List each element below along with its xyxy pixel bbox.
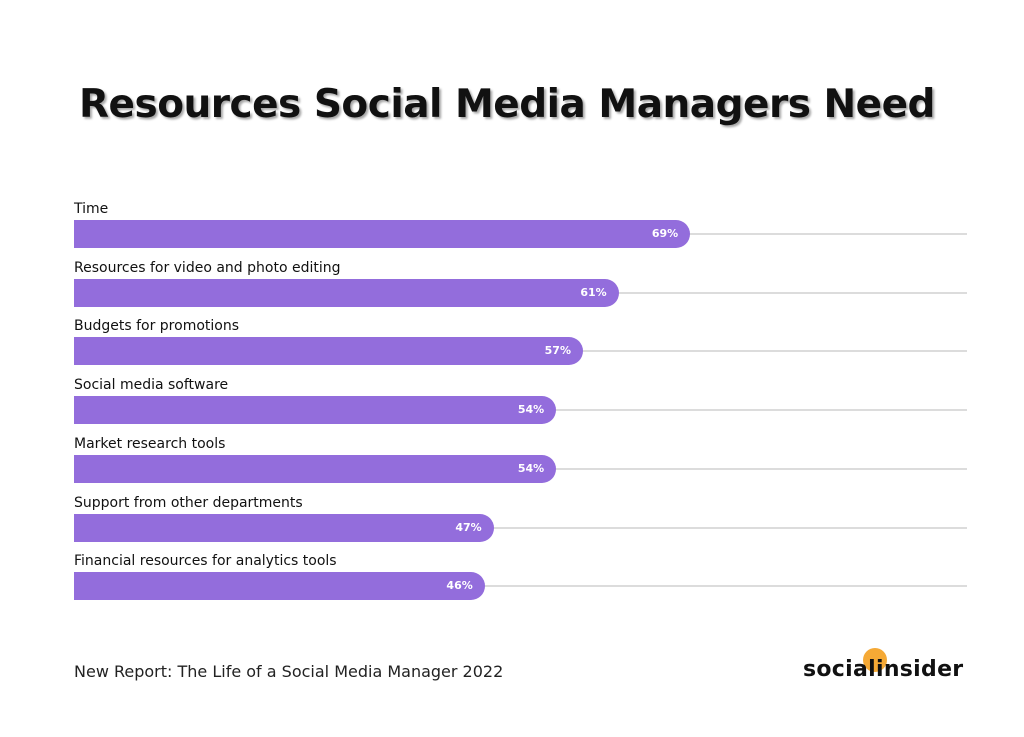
- logo-text: socialinsider: [803, 657, 964, 682]
- logo-dot-icon: [863, 648, 887, 672]
- bar: 46%: [74, 572, 485, 601]
- bar: 69%: [74, 220, 691, 248]
- category-label: Market research tools: [74, 435, 226, 452]
- category-label: Social media software: [74, 377, 229, 394]
- category-label: Financial resources for analytics tools: [74, 553, 337, 570]
- bar: 47%: [74, 513, 494, 542]
- value-label: 57%: [544, 344, 571, 358]
- bar: 57%: [74, 337, 583, 366]
- category-label: Budgets for promotions: [74, 318, 240, 335]
- bar-track: [74, 585, 967, 588]
- socialinsider-logo: socialinsider: [803, 646, 963, 686]
- bar: 54%: [74, 396, 557, 425]
- category-label: Time: [74, 201, 109, 217]
- value-label: 47%: [455, 520, 482, 534]
- value-label: 46%: [446, 579, 473, 593]
- category-label: Resources for video and photo editing: [74, 259, 341, 276]
- bar: 54%: [74, 454, 557, 483]
- bar: 61%: [74, 278, 619, 307]
- value-label: 61%: [580, 285, 607, 299]
- value-label: 54%: [517, 461, 545, 475]
- source-text: New Report: The Life of a Social Media M…: [74, 662, 504, 681]
- chart-title: Resources Social Media Managers Need: [79, 82, 935, 127]
- bar-track: [74, 526, 967, 529]
- value-label: 54%: [517, 403, 545, 417]
- value-label: 69%: [651, 227, 679, 240]
- category-label: Support from other departments: [74, 494, 303, 511]
